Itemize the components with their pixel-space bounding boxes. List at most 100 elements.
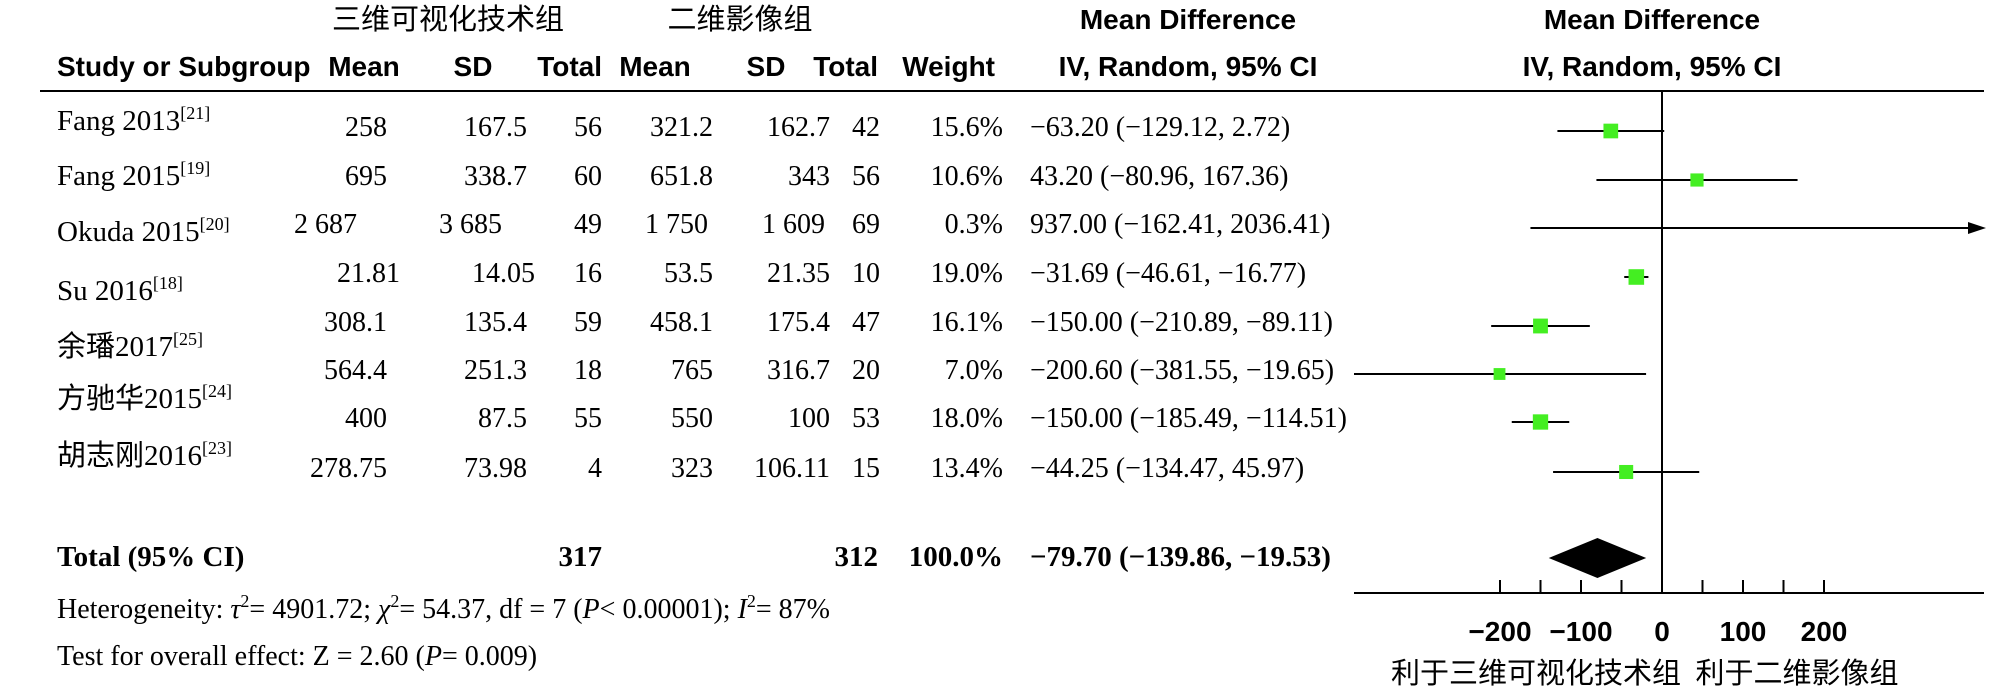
cell-mean1: 2 687 <box>294 209 357 240</box>
total1-value: 317 <box>559 541 603 573</box>
total-weight: 100.0% <box>909 541 1003 573</box>
cell-mean1: 695 <box>345 161 387 192</box>
point-estimate <box>1619 464 1634 480</box>
tick-label: −200 <box>1468 616 1531 647</box>
study-reference: [20] <box>200 214 230 234</box>
cell-sd2: 1 609 <box>762 209 825 240</box>
mean2-header: Mean <box>619 51 691 82</box>
cell-total2: 20 <box>852 355 880 386</box>
cell-sd1: 338.7 <box>464 161 527 192</box>
sd2-header: SD <box>747 51 786 82</box>
cell-sd2: 175.4 <box>767 307 830 338</box>
study-name: Fang 2015[19] <box>57 158 210 192</box>
weight-header: Weight <box>902 51 995 82</box>
cell-mean1: 21.81 <box>337 258 400 289</box>
cell-total2: 15 <box>852 453 880 484</box>
group1-header: 三维可视化技术组 <box>332 2 564 36</box>
pooled-effect-diamond <box>1548 538 1647 578</box>
cell-sd1: 135.4 <box>464 307 527 338</box>
tick-label: 0 <box>1654 616 1670 647</box>
cell-weight: 0.3% <box>945 209 1003 240</box>
md-title: Mean Difference <box>1080 4 1296 35</box>
cell-total2: 53 <box>852 403 880 434</box>
cell-total1: 59 <box>574 307 602 338</box>
study-header: Study or Subgroup <box>57 51 311 82</box>
cell-ci: −31.69 (−46.61, −16.77) <box>1030 258 1306 289</box>
cell-mean2: 321.2 <box>650 112 713 143</box>
study-name: 胡志刚2016[23] <box>57 438 232 472</box>
cell-total1: 55 <box>574 403 602 434</box>
cell-mean2: 765 <box>671 355 713 386</box>
total-ci-text: −79.70 (−139.86, −19.53) <box>1030 541 1331 573</box>
cell-total1: 49 <box>574 209 602 240</box>
cell-sd1: 3 685 <box>439 209 502 240</box>
ci-arrow <box>1968 222 1986 234</box>
cell-ci: 937.00 (−162.41, 2036.41) <box>1030 209 1330 240</box>
heterogeneity-text: Heterogeneity: τ2= 4901.72; χ2= 54.37, d… <box>57 591 830 625</box>
point-estimate <box>1493 368 1506 380</box>
cell-weight: 15.6% <box>931 112 1003 143</box>
study-reference: [24] <box>202 381 232 401</box>
total1-header: Total <box>537 51 602 82</box>
study-name: 方驰华2015[24] <box>57 381 232 415</box>
study-name: Fang 2013[21] <box>57 103 210 137</box>
cell-weight: 7.0% <box>945 355 1003 386</box>
study-reference: [21] <box>180 103 210 123</box>
cell-sd2: 100 <box>788 403 830 434</box>
cell-mean1: 278.75 <box>310 453 387 484</box>
group2-header: 二维影像组 <box>667 2 812 36</box>
x-axis-ticks: −200 −100 0 100 200 <box>1468 580 1847 647</box>
cell-ci: −44.25 (−134.47, 45.97) <box>1030 453 1304 484</box>
point-estimate <box>1628 269 1645 285</box>
cell-mean1: 258 <box>345 112 387 143</box>
cell-sd1: 167.5 <box>464 112 527 143</box>
study-reference: [25] <box>173 329 203 349</box>
mean1-header: Mean <box>328 51 400 82</box>
cell-sd1: 14.05 <box>472 258 535 289</box>
cell-weight: 10.6% <box>931 161 1003 192</box>
cell-ci: −63.20 (−129.12, 2.72) <box>1030 112 1290 143</box>
cell-total2: 56 <box>852 161 880 192</box>
cell-weight: 18.0% <box>931 403 1003 434</box>
point-estimate <box>1690 173 1704 187</box>
cell-sd2: 162.7 <box>767 112 830 143</box>
study-reference: [23] <box>202 438 232 458</box>
cell-total1: 4 <box>588 453 602 484</box>
cell-total2: 69 <box>852 209 880 240</box>
cell-mean2: 550 <box>671 403 713 434</box>
cell-ci: −200.60 (−381.55, −19.65) <box>1030 355 1334 386</box>
cell-total1: 16 <box>574 258 602 289</box>
study-reference: [19] <box>180 158 210 178</box>
cell-total2: 42 <box>852 112 880 143</box>
cell-mean1: 400 <box>345 403 387 434</box>
study-reference: [18] <box>153 273 183 293</box>
total2-header: Total <box>813 51 878 82</box>
cell-ci: −150.00 (−210.89, −89.11) <box>1030 307 1333 338</box>
md-subtitle: IV, Random, 95% CI <box>1059 51 1318 82</box>
study-markers <box>1354 123 1986 480</box>
cell-mean2: 323 <box>671 453 713 484</box>
cell-mean1: 308.1 <box>324 307 387 338</box>
sd1-header: SD <box>454 51 493 82</box>
cell-mean1: 564.4 <box>324 355 387 386</box>
cell-total1: 56 <box>574 112 602 143</box>
cell-ci: −150.00 (−185.49, −114.51) <box>1030 403 1347 434</box>
cell-sd2: 106.11 <box>754 453 830 484</box>
total-label: Total (95% CI) <box>57 541 244 573</box>
plot-subtitle: IV, Random, 95% CI <box>1523 51 1782 82</box>
tick-label: 100 <box>1720 616 1767 647</box>
cell-sd1: 73.98 <box>464 453 527 484</box>
point-estimate <box>1603 123 1619 139</box>
study-name: Su 2016[18] <box>57 273 183 307</box>
cell-sd2: 21.35 <box>767 258 830 289</box>
cell-total1: 60 <box>574 161 602 192</box>
cell-mean2: 53.5 <box>664 258 713 289</box>
study-name: Okuda 2015[20] <box>57 214 230 248</box>
cell-sd2: 343 <box>788 161 830 192</box>
cell-weight: 16.1% <box>931 307 1003 338</box>
plot-title: Mean Difference <box>1544 4 1760 35</box>
favours-right-label: 利于二维影像组 <box>1695 656 1898 690</box>
overall-effect-text: Test for overall effect: Z = 2.60 (P= 0.… <box>57 641 537 672</box>
favours-left-label: 利于三维可视化技术组 <box>1391 656 1681 690</box>
